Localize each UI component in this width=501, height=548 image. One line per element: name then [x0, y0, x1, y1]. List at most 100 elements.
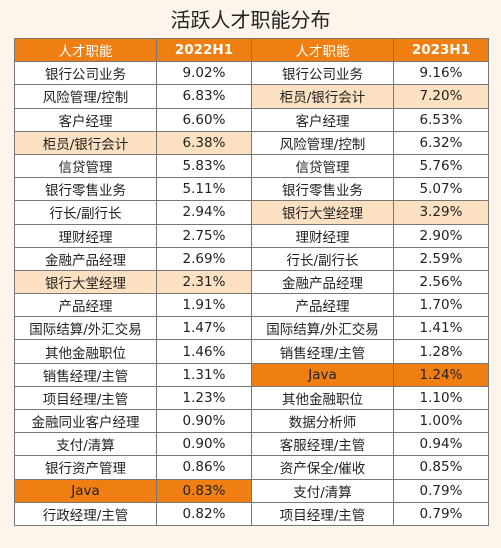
- left-value-cell: 0.90%: [156, 408, 252, 434]
- table-row: 项目经理/主管 1.23% 其他金融职位 1.10%: [14, 385, 489, 411]
- right-role-cell: 风险管理/控制: [251, 130, 394, 155]
- right-value-cell: 1.24%: [393, 362, 489, 387]
- left-role-cell: 产品经理: [14, 293, 157, 318]
- header-role-left: 人才职能: [14, 37, 157, 63]
- table-row: 行长/副行长 2.94% 银行大堂经理 3.29%: [14, 200, 489, 225]
- left-role-cell: 项目经理/主管: [14, 385, 157, 411]
- table-row: 风险管理/控制 6.83% 柜员/银行会计 7.20%: [14, 84, 489, 109]
- right-value-cell: 6.53%: [393, 107, 489, 132]
- right-role-cell: 行长/副行长: [251, 246, 394, 271]
- left-role-cell: 理财经理: [14, 223, 157, 248]
- left-role-cell: 银行公司业务: [14, 61, 157, 86]
- left-role-cell: 其他金融职位: [14, 339, 157, 364]
- left-role-cell: 金融同业客户经理: [14, 408, 157, 434]
- right-value-cell: 2.59%: [393, 246, 489, 271]
- left-value-cell: 1.31%: [156, 362, 252, 387]
- left-value-cell: 1.23%: [156, 385, 252, 411]
- right-role-cell: 销售经理/主管: [251, 339, 394, 364]
- left-value-cell: 1.46%: [156, 339, 252, 364]
- right-value-cell: 5.76%: [393, 153, 489, 179]
- header-period-left: 2022H1: [156, 37, 252, 63]
- right-value-cell: 2.90%: [393, 223, 489, 248]
- right-role-cell: Java: [251, 362, 394, 387]
- left-value-cell: 0.82%: [156, 501, 252, 526]
- right-role-cell: 柜员/银行会计: [251, 84, 394, 109]
- right-value-cell: 0.85%: [393, 455, 489, 480]
- left-value-cell: 6.83%: [156, 84, 252, 109]
- right-value-cell: 1.00%: [393, 408, 489, 434]
- talent-function-table: 人才职能 2022H1 人才职能 2023H1 银行公司业务 9.02% 银行公司业…: [14, 37, 489, 526]
- right-role-cell: 客户经理: [251, 107, 394, 132]
- table-row: 银行零售业务 5.11% 银行零售业务 5.07%: [14, 177, 489, 202]
- right-value-cell: 0.79%: [393, 501, 489, 526]
- left-value-cell: 2.31%: [156, 269, 252, 295]
- table-row: 国际结算/外汇交易 1.47% 国际结算/外汇交易 1.41%: [14, 316, 489, 341]
- left-value-cell: 2.94%: [156, 200, 252, 225]
- left-role-cell: 风险管理/控制: [14, 84, 157, 109]
- right-role-cell: 资产保全/催收: [251, 455, 394, 480]
- left-value-cell: 1.47%: [156, 316, 252, 341]
- header-period-right: 2023H1: [393, 37, 489, 63]
- right-role-cell: 银行公司业务: [251, 61, 394, 86]
- left-role-cell: 客户经理: [14, 107, 157, 132]
- table-row: 银行资产管理 0.86% 资产保全/催收 0.85%: [14, 455, 489, 480]
- chart-title: 活跃人才职能分布: [170, 8, 331, 32]
- left-value-cell: 2.75%: [156, 223, 252, 248]
- right-role-cell: 项目经理/主管: [251, 501, 394, 526]
- right-value-cell: 1.10%: [393, 385, 489, 411]
- left-value-cell: 5.11%: [156, 177, 252, 202]
- right-role-cell: 银行大堂经理: [251, 200, 394, 225]
- right-role-cell: 其他金融职位: [251, 385, 394, 411]
- left-role-cell: 支付/清算: [14, 432, 157, 457]
- right-value-cell: 7.20%: [393, 84, 489, 109]
- left-value-cell: 9.02%: [156, 61, 252, 86]
- left-value-cell: 0.83%: [156, 478, 252, 503]
- right-value-cell: 5.07%: [393, 177, 489, 202]
- left-value-cell: 0.86%: [156, 455, 252, 480]
- table-row: 销售经理/主管 1.31% Java 1.24%: [14, 362, 489, 387]
- table-header-row: 人才职能 2022H1 人才职能 2023H1: [14, 37, 489, 63]
- right-role-cell: 国际结算/外汇交易: [251, 316, 394, 341]
- table-row: 银行公司业务 9.02% 银行公司业务 9.16%: [14, 61, 489, 86]
- right-value-cell: 3.29%: [393, 200, 489, 225]
- right-role-cell: 理财经理: [251, 223, 394, 248]
- left-value-cell: 5.83%: [156, 153, 252, 179]
- table-row: 金融同业客户经理 0.90% 数据分析师 1.00%: [14, 408, 489, 434]
- left-role-cell: 行长/副行长: [14, 200, 157, 225]
- left-value-cell: 2.69%: [156, 246, 252, 271]
- left-role-cell: 柜员/银行会计: [14, 130, 157, 155]
- left-value-cell: 1.91%: [156, 293, 252, 318]
- table-body: 银行公司业务 9.02% 银行公司业务 9.16% 风险管理/控制 6.83% 柜员/银行会…: [14, 61, 489, 526]
- right-role-cell: 数据分析师: [251, 408, 394, 434]
- right-role-cell: 银行零售业务: [251, 177, 394, 202]
- table-row: 银行大堂经理 2.31% 金融产品经理 2.56%: [14, 269, 489, 295]
- right-value-cell: 6.32%: [393, 130, 489, 155]
- table-row: 支付/清算 0.90% 客服经理/主管 0.94%: [14, 432, 489, 457]
- right-value-cell: 0.94%: [393, 432, 489, 457]
- left-value-cell: 0.90%: [156, 432, 252, 457]
- table-row: 行政经理/主管 0.82% 项目经理/主管 0.79%: [14, 501, 489, 526]
- table-row: 产品经理 1.91% 产品经理 1.70%: [14, 293, 489, 318]
- left-value-cell: 6.60%: [156, 107, 252, 132]
- header-role-right: 人才职能: [251, 37, 394, 63]
- right-value-cell: 1.28%: [393, 339, 489, 364]
- left-role-cell: 销售经理/主管: [14, 362, 157, 387]
- left-role-cell: 银行零售业务: [14, 177, 157, 202]
- left-value-cell: 6.38%: [156, 130, 252, 155]
- table-row: 客户经理 6.60% 客户经理 6.53%: [14, 107, 489, 132]
- right-role-cell: 金融产品经理: [251, 269, 394, 295]
- left-role-cell: 信贷管理: [14, 153, 157, 179]
- left-role-cell: 国际结算/外汇交易: [14, 316, 157, 341]
- table-row: 金融产品经理 2.69% 行长/副行长 2.59%: [14, 246, 489, 271]
- left-role-cell: 金融产品经理: [14, 246, 157, 271]
- left-role-cell: 银行大堂经理: [14, 269, 157, 295]
- right-role-cell: 客服经理/主管: [251, 432, 394, 457]
- right-role-cell: 信贷管理: [251, 153, 394, 179]
- right-value-cell: 1.41%: [393, 316, 489, 341]
- right-value-cell: 0.79%: [393, 478, 489, 503]
- right-value-cell: 1.70%: [393, 293, 489, 318]
- right-role-cell: 产品经理: [251, 293, 394, 318]
- table-row: 其他金融职位 1.46% 销售经理/主管 1.28%: [14, 339, 489, 364]
- table-row: Java 0.83% 支付/清算 0.79%: [14, 478, 489, 503]
- left-role-cell: Java: [14, 478, 157, 503]
